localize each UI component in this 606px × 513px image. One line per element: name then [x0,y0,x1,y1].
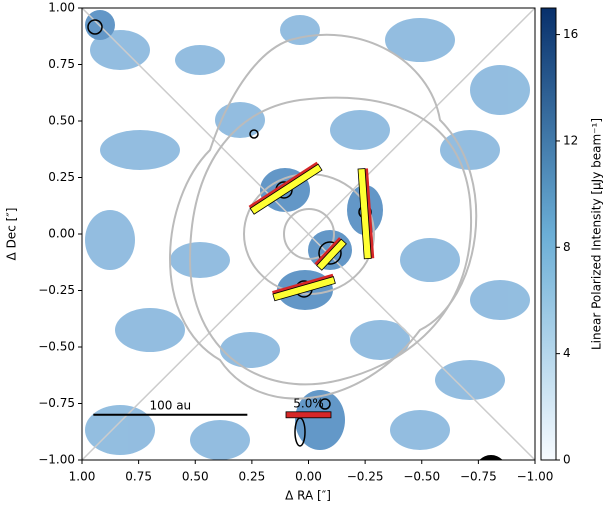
colorbar-tick-label: 4 [563,346,571,360]
y-tick-label: −0.25 [38,283,75,297]
colorbar-tick-label: 16 [563,27,578,41]
x-axis-title: Δ RA [″] [285,489,331,503]
pol-vector [357,168,375,260]
y-tick-label: −0.50 [38,340,75,354]
x-tick-label: 1.00 [69,470,96,484]
pol-vector [314,237,347,271]
y-tick-label: 0.25 [48,170,75,184]
x-tick-label: 0.50 [182,470,209,484]
x-tick-label: −0.75 [460,470,497,484]
pol-vector [248,161,323,215]
colorbar-tick-label: 12 [563,133,578,147]
y-tick-label: 0.00 [48,227,75,241]
pol-vector-body [272,276,336,302]
vector-scale [285,411,332,419]
x-tick-label: 0.25 [239,470,266,484]
colorbar-title: Linear Polarized Intensity [μJy beam⁻¹] [590,118,604,350]
overlay [82,8,535,460]
x-tick-label: 0.75 [125,470,152,484]
x-tick-label: −1.00 [517,470,554,484]
pol-vector-body [357,168,372,260]
scale-bar-label: 100 au [149,398,191,412]
colorbar-tick-label: 0 [563,453,571,467]
colorbar-tick-label: 8 [563,240,571,254]
y-tick-label: 1.00 [48,1,75,15]
x-tick-label: −0.50 [403,470,440,484]
y-tick-label: −0.75 [38,396,75,410]
pol-vector-body [249,163,323,215]
pol-vector-body [316,238,347,271]
y-tick-label: 0.50 [48,114,75,128]
y-axis-title: Δ Dec [″] [5,208,19,261]
y-tick-label: −1.00 [38,453,75,467]
x-tick-label: −0.25 [347,470,384,484]
vector-scale-label: 5.0% [293,396,324,410]
colorbar [540,7,557,461]
y-tick-label: 0.75 [48,57,75,71]
pol-vector [272,273,336,302]
x-tick-label: 0.00 [295,470,322,484]
